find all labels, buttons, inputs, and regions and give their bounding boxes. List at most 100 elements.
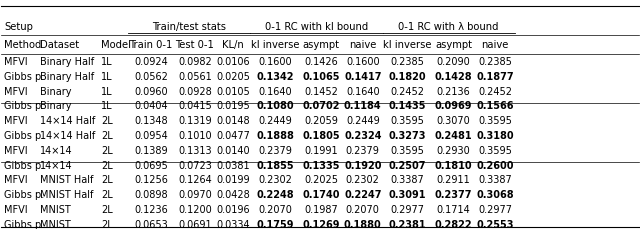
Text: 0.0562: 0.0562 [134,72,168,82]
Text: 0.0381: 0.0381 [216,160,250,170]
Text: MNIST Half: MNIST Half [40,189,93,199]
Text: 0.1426: 0.1426 [305,57,338,67]
Text: 14×14: 14×14 [40,160,73,170]
Text: 0.0653: 0.0653 [134,219,168,229]
Text: 0.1855: 0.1855 [256,160,294,170]
Text: 0.3387: 0.3387 [390,174,424,185]
Text: MNIST Half: MNIST Half [40,174,93,185]
Text: 1L: 1L [101,101,113,111]
Text: MFVI: MFVI [4,204,28,214]
Text: 0.0702: 0.0702 [303,101,340,111]
Text: 14×14 Half: 14×14 Half [40,116,95,126]
Text: MFVI: MFVI [4,86,28,96]
Text: Gibbs p.: Gibbs p. [4,189,44,199]
Text: 0.0415: 0.0415 [178,101,212,111]
Text: 0.2930: 0.2930 [436,145,470,155]
Text: 0.1714: 0.1714 [436,204,470,214]
Text: 0.2822: 0.2822 [435,219,472,229]
Text: 0.0982: 0.0982 [178,57,212,67]
Text: 0.0140: 0.0140 [216,145,250,155]
Text: 0.2247: 0.2247 [344,189,381,199]
Text: 2L: 2L [101,174,113,185]
Text: 0-1 RC with kl bound: 0-1 RC with kl bound [265,22,368,32]
Text: Gibbs p.: Gibbs p. [4,101,44,111]
Text: 0.0148: 0.0148 [216,116,250,126]
Text: 0.2377: 0.2377 [435,189,472,199]
Text: 14×14: 14×14 [40,145,73,155]
Text: 0.2449: 0.2449 [258,116,292,126]
Text: MFVI: MFVI [4,57,28,67]
Text: 2L: 2L [101,219,113,229]
Text: Gibbs p.: Gibbs p. [4,219,44,229]
Text: 0.1348: 0.1348 [134,116,168,126]
Text: 0.2481: 0.2481 [435,131,472,140]
Text: 0.2379: 0.2379 [346,145,380,155]
Text: Train/test stats: Train/test stats [152,22,227,32]
Text: 0.3595: 0.3595 [390,145,424,155]
Text: Method: Method [4,40,41,50]
Text: 0.1877: 0.1877 [476,72,514,82]
Text: 0.1888: 0.1888 [256,131,294,140]
Text: asympt: asympt [435,40,472,50]
Text: 0.0477: 0.0477 [216,131,250,140]
Text: 0.2070: 0.2070 [346,204,380,214]
Text: 0.1428: 0.1428 [435,72,472,82]
Text: MNIST: MNIST [40,219,71,229]
Text: 0.1065: 0.1065 [303,72,340,82]
Text: 0.3091: 0.3091 [388,189,426,199]
Text: 0.2911: 0.2911 [436,174,470,185]
Text: Train 0-1: Train 0-1 [129,40,173,50]
Text: 0.1319: 0.1319 [178,116,212,126]
Text: Model: Model [101,40,131,50]
Text: 0.2025: 0.2025 [304,174,339,185]
Text: 0.0404: 0.0404 [134,101,168,111]
Text: 1L: 1L [101,57,113,67]
Text: 0.2385: 0.2385 [478,57,512,67]
Text: 2L: 2L [101,204,113,214]
Text: 0.2379: 0.2379 [258,145,292,155]
Text: naive: naive [349,40,376,50]
Text: 0.1342: 0.1342 [256,72,294,82]
Text: 0.1759: 0.1759 [256,219,294,229]
Text: 0.1640: 0.1640 [258,86,292,96]
Text: 0.1264: 0.1264 [178,174,212,185]
Text: 0.1269: 0.1269 [303,219,340,229]
Text: 0.0970: 0.0970 [178,189,212,199]
Text: 0.3273: 0.3273 [388,131,426,140]
Text: 0.1200: 0.1200 [178,204,212,214]
Text: 0.0105: 0.0105 [216,86,250,96]
Text: 0.1452: 0.1452 [305,86,338,96]
Text: Dataset: Dataset [40,40,79,50]
Text: 2L: 2L [101,160,113,170]
Text: 0.2449: 0.2449 [346,116,380,126]
Text: 0.1805: 0.1805 [303,131,340,140]
Text: 0.0561: 0.0561 [178,72,212,82]
Text: 0.1435: 0.1435 [388,101,426,111]
Text: 0.0195: 0.0195 [216,101,250,111]
Text: Test 0-1: Test 0-1 [175,40,214,50]
Text: 0.0106: 0.0106 [216,57,250,67]
Text: 0-1 RC with λ bound: 0-1 RC with λ bound [399,22,499,32]
Text: 0.3595: 0.3595 [390,116,424,126]
Text: 0.0723: 0.0723 [178,160,212,170]
Text: 0.0196: 0.0196 [216,204,250,214]
Text: 0.1920: 0.1920 [344,160,381,170]
Text: 0.2059: 0.2059 [305,116,338,126]
Text: 0.0928: 0.0928 [178,86,212,96]
Text: 0.1313: 0.1313 [178,145,212,155]
Text: 0.0924: 0.0924 [134,57,168,67]
Text: Gibbs p.: Gibbs p. [4,72,44,82]
Text: 0.2302: 0.2302 [258,174,292,185]
Text: 0.2248: 0.2248 [256,189,294,199]
Text: 0.2553: 0.2553 [476,219,514,229]
Text: 0.0199: 0.0199 [216,174,250,185]
Text: 0.2452: 0.2452 [478,86,512,96]
Text: 1L: 1L [101,72,113,82]
Text: Gibbs p.: Gibbs p. [4,160,44,170]
Text: MFVI: MFVI [4,145,28,155]
Text: 0.1417: 0.1417 [344,72,381,82]
Text: 0.0205: 0.0205 [216,72,250,82]
Text: asympt: asympt [303,40,340,50]
Text: 0.2302: 0.2302 [346,174,380,185]
Text: Binary Half: Binary Half [40,72,95,82]
